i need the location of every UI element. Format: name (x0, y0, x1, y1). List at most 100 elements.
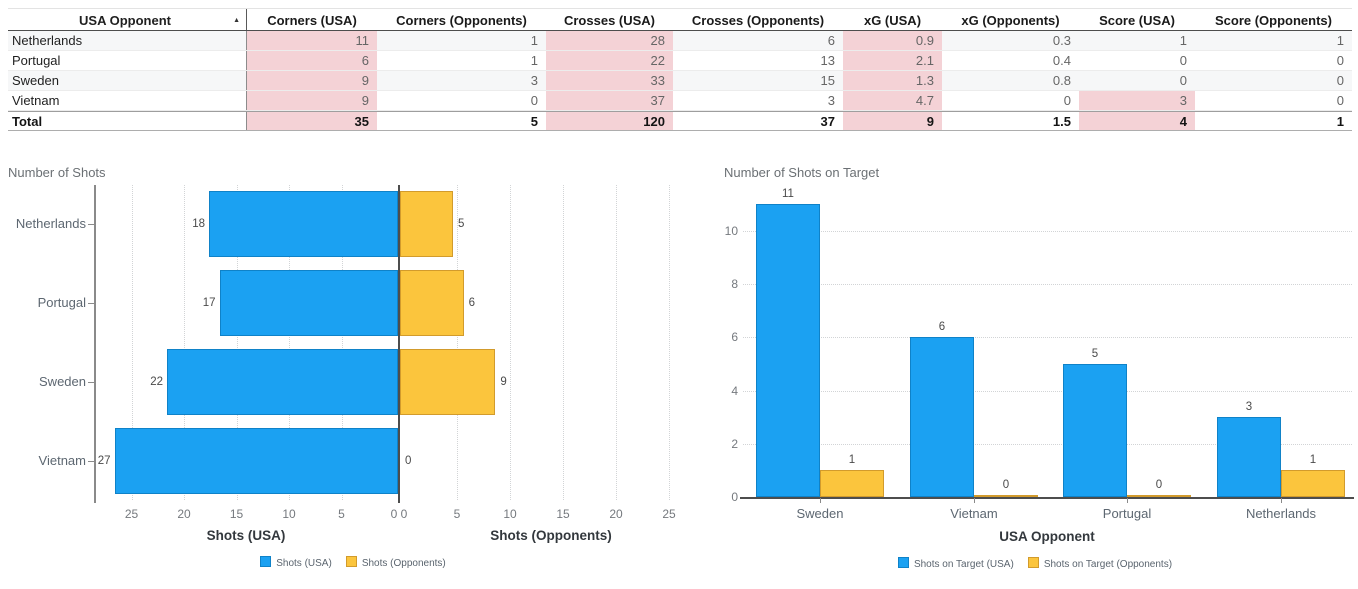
cell-total-corners-usa[interactable]: 35 (247, 112, 377, 130)
cell-vietnam-corners-opponents[interactable]: 0 (530, 93, 538, 108)
x-tick-label: 25 (124, 507, 139, 521)
cell-netherlands-corners-usa[interactable]: 11 (247, 31, 377, 50)
row-label-vietnam[interactable]: Vietnam (8, 91, 247, 110)
shots-usa-bar-sweden[interactable] (167, 348, 398, 415)
shots-on-target-opponents-bar-sweden[interactable] (820, 470, 884, 497)
cell-netherlands-xg-opponents[interactable]: 0.3 (1052, 33, 1071, 48)
cell-portugal-corners-usa[interactable]: 6 (247, 51, 377, 70)
cell-portugal-xg-opponents[interactable]: 0.4 (1052, 53, 1071, 68)
table-row-netherlands[interactable]: Netherlands 11 1 28 6 0.9 0.3 1 1 (8, 31, 1352, 51)
gridline (743, 443, 1352, 445)
cell-portugal-score-opponents[interactable]: 0 (1336, 53, 1344, 68)
cell-sweden-xg-opponents[interactable]: 0.8 (1052, 73, 1071, 88)
column-header-xg-usa[interactable]: xG (USA) (863, 13, 922, 28)
cell-total-xg-opponents[interactable]: 1.5 (1052, 114, 1071, 129)
table-row-vietnam[interactable]: Vietnam 9 0 37 3 4.7 0 3 0 (8, 91, 1352, 111)
cell-vietnam-xg-opponents[interactable]: 0 (1063, 93, 1071, 108)
shots-usa-bar-vietnam[interactable] (114, 427, 398, 494)
chart-title: Number of Shots on Target (724, 165, 880, 180)
shots-on-target-opponents-bar-portugal[interactable] (1127, 495, 1191, 497)
cell-total-crosses-opponents[interactable]: 37 (820, 114, 835, 129)
row-label-total[interactable]: Total (8, 112, 247, 130)
column-header-score-opponents[interactable]: Score (Opponents) (1214, 13, 1332, 28)
cell-portugal-score-usa[interactable]: 0 (1179, 53, 1187, 68)
x-tick-label: 10 (503, 507, 517, 521)
column-header-score-usa[interactable]: Score (USA) (1099, 13, 1175, 28)
table-row-portugal[interactable]: Portugal 6 1 22 13 2.1 0.4 0 0 (8, 51, 1352, 71)
cell-total-score-opponents[interactable]: 1 (1336, 114, 1344, 129)
cell-portugal-crosses-opponents[interactable]: 13 (820, 53, 835, 68)
cell-sweden-score-opponents[interactable]: 0 (1336, 73, 1344, 88)
shots-usa-bar-portugal[interactable] (219, 270, 398, 337)
column-header-crosses-opponents[interactable]: Crosses (Opponents) (691, 13, 825, 28)
cell-vietnam-crosses-usa[interactable]: 37 (546, 91, 673, 110)
y-tick-label: 2 (731, 436, 738, 451)
legend-item-shots-usa[interactable]: Shots (USA) (260, 556, 332, 569)
column-header-crosses-usa[interactable]: Crosses (USA) (563, 13, 656, 28)
bar-value-label: 0 (405, 454, 412, 467)
shots-usa-bar-netherlands[interactable] (209, 191, 398, 258)
row-label-portugal[interactable]: Portugal (8, 51, 247, 70)
cell-netherlands-score-usa[interactable]: 1 (1179, 33, 1187, 48)
shots-opponents-bar-portugal[interactable] (400, 270, 464, 337)
legend-item-shots-opponents[interactable]: Shots (Opponents) (345, 556, 446, 569)
cell-portugal-xg-usa[interactable]: 2.1 (843, 51, 942, 70)
column-header-usa-opponent[interactable]: USA Opponent ▲ (8, 9, 247, 30)
x-tick-label: 15 (229, 507, 244, 521)
bar-value-label: 5 (1091, 348, 1099, 360)
row-label-netherlands[interactable]: Netherlands (8, 31, 247, 50)
cell-vietnam-corners-usa[interactable]: 9 (247, 91, 377, 110)
shots-on-target-opponents-bar-vietnam[interactable] (974, 495, 1038, 497)
table-row-total[interactable]: Total 35 5 120 37 9 1.5 4 1 (8, 111, 1352, 131)
legend-item-shots-on-target-opponents[interactable]: Shots on Target (Opponents) (1027, 557, 1172, 570)
shots-on-target-opponents-bar-netherlands[interactable] (1281, 470, 1345, 497)
table-row-sweden[interactable]: Sweden 9 3 33 15 1.3 0.8 0 0 (8, 71, 1352, 91)
x-axis-title-shots-opponents: Shots (Opponents) (490, 528, 612, 543)
cell-total-crosses-usa[interactable]: 120 (546, 112, 673, 130)
shots-on-target-usa-bar-netherlands[interactable] (1217, 417, 1281, 497)
cell-total-score-usa[interactable]: 4 (1079, 112, 1195, 130)
cell-netherlands-xg-usa[interactable]: 0.9 (843, 31, 942, 50)
gridline (510, 185, 511, 500)
cell-vietnam-crosses-opponents[interactable]: 3 (827, 93, 835, 108)
y-tick-label: 8 (731, 277, 738, 292)
cell-netherlands-corners-opponents[interactable]: 1 (530, 33, 538, 48)
x-tick-label: 5 (453, 507, 461, 521)
cell-sweden-score-usa[interactable]: 0 (1179, 73, 1187, 88)
cell-netherlands-score-opponents[interactable]: 1 (1336, 33, 1344, 48)
cell-total-xg-usa[interactable]: 9 (843, 112, 942, 130)
cell-vietnam-score-opponents[interactable]: 0 (1336, 93, 1344, 108)
bar-value-label: 0 (1002, 479, 1010, 491)
cell-vietnam-score-usa[interactable]: 3 (1079, 91, 1195, 110)
cell-vietnam-xg-usa[interactable]: 4.7 (843, 91, 942, 110)
shots-opponents-bar-netherlands[interactable] (400, 191, 453, 258)
column-header-corners-opponents[interactable]: Corners (Opponents) (396, 13, 527, 28)
cell-portugal-crosses-usa[interactable]: 22 (546, 51, 673, 70)
shots-on-target-usa-bar-portugal[interactable] (1063, 364, 1127, 497)
column-header-xg-opponents[interactable]: xG (Opponents) (961, 13, 1060, 28)
bar-value-label: 17 (202, 297, 216, 310)
cell-total-corners-opponents[interactable]: 5 (530, 114, 538, 129)
yellow-legend-swatch-icon (345, 556, 357, 567)
category-tick (88, 303, 94, 305)
shots-on-target-legend: Shots on Target (USA) Shots on Target (Op… (712, 557, 1358, 570)
sort-ascending-icon[interactable]: ▲ (233, 17, 240, 24)
cell-sweden-crosses-usa[interactable]: 33 (546, 71, 673, 90)
cell-sweden-xg-usa[interactable]: 1.3 (843, 71, 942, 90)
cell-sweden-corners-opponents[interactable]: 3 (530, 73, 538, 88)
cell-netherlands-crosses-opponents[interactable]: 6 (827, 33, 835, 48)
cell-sweden-crosses-opponents[interactable]: 15 (820, 73, 835, 88)
shots-on-target-usa-bar-vietnam[interactable] (910, 337, 974, 497)
column-header-corners-usa[interactable]: Corners (USA) (267, 13, 357, 28)
cell-portugal-corners-opponents[interactable]: 1 (530, 53, 538, 68)
row-label-sweden[interactable]: Sweden (8, 71, 247, 90)
category-label-portugal: Portugal (1102, 506, 1152, 521)
legend-item-shots-on-target-usa[interactable]: Shots on Target (USA) (897, 557, 1014, 570)
x-axis-title-usa-opponent: USA Opponent (999, 529, 1095, 544)
shots-on-target-usa-bar-sweden[interactable] (756, 204, 820, 497)
cell-netherlands-crosses-usa[interactable]: 28 (546, 31, 673, 50)
cell-sweden-corners-usa[interactable]: 9 (247, 71, 377, 90)
shots-opponents-bar-sweden[interactable] (400, 348, 496, 415)
bar-value-label: 18 (192, 218, 205, 231)
